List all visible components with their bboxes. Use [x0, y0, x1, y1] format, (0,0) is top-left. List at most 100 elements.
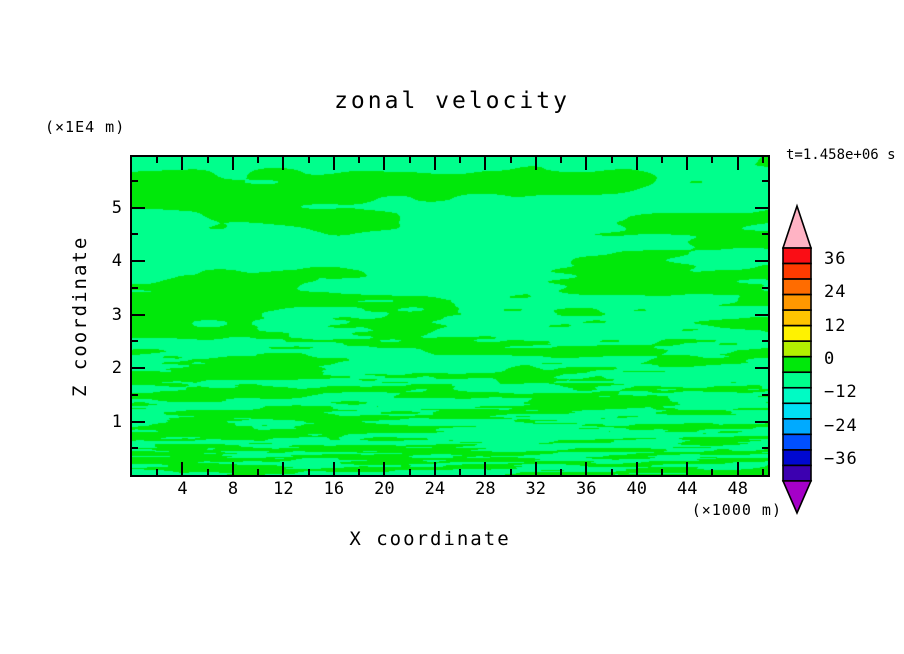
- x-minor-tick: [661, 469, 663, 475]
- y-major-tick: [132, 206, 145, 209]
- time-annotation: t=1.458e+06 s: [786, 147, 896, 163]
- y-tick-label: 4: [111, 251, 122, 272]
- x-minor-tick: [156, 469, 159, 475]
- y-major-tick-right: [755, 313, 768, 316]
- y-major-tick-right: [755, 420, 768, 423]
- x-axis-title: X coordinate: [349, 528, 511, 550]
- x-tick-label: 20: [374, 479, 395, 499]
- x-major-tick: [534, 462, 537, 475]
- colorbar: [781, 203, 813, 516]
- y-minor-tick-right: [762, 233, 768, 236]
- x-minor-tick: [459, 469, 462, 475]
- x-minor-tick-top: [358, 157, 361, 163]
- x-major-tick-top: [383, 157, 386, 170]
- x-tick-label: 24: [424, 479, 446, 499]
- x-major-tick: [585, 462, 588, 475]
- y-minor-tick: [132, 180, 138, 183]
- x-minor-tick-top: [509, 157, 512, 163]
- x-tick-label: 36: [576, 479, 597, 499]
- x-minor-tick-top: [661, 157, 663, 163]
- colorbar-block: [782, 324, 812, 342]
- y-tick-label: 3: [111, 304, 122, 325]
- x-minor-tick: [257, 469, 260, 475]
- y-minor-tick: [132, 340, 138, 343]
- x-minor-tick-top: [257, 157, 260, 163]
- y-minor-tick: [132, 393, 138, 396]
- x-minor-tick: [358, 469, 361, 475]
- colorbar-block: [782, 418, 812, 436]
- chart-title: zonal velocity: [334, 88, 570, 114]
- x-major-tick-top: [231, 157, 234, 170]
- x-minor-tick-top: [156, 157, 159, 163]
- y-axis-unit-label: (×1E4 m): [45, 118, 126, 136]
- y-tick-label: 5: [111, 197, 122, 218]
- colorbar-tick-label: 0: [824, 348, 836, 369]
- colorbar-tick-label: −24: [824, 415, 858, 436]
- x-minor-tick: [711, 469, 714, 475]
- x-minor-tick-top: [610, 157, 613, 163]
- x-major-tick-top: [534, 157, 537, 170]
- colorbar-block: [782, 402, 812, 420]
- y-minor-tick: [132, 286, 138, 289]
- x-major-tick-top: [433, 157, 436, 170]
- x-tick-label: 40: [626, 479, 647, 499]
- x-minor-tick-top: [206, 157, 209, 163]
- colorbar-block: [782, 293, 812, 311]
- colorbar-block: [782, 340, 812, 358]
- colorbar-block: [782, 449, 812, 467]
- colorbar-block: [782, 433, 812, 451]
- colorbar-top-arrow: [781, 203, 813, 249]
- x-major-tick-top: [736, 157, 739, 170]
- x-tick-label: 8: [227, 479, 239, 499]
- x-major-tick: [736, 462, 739, 475]
- x-major-tick: [383, 462, 386, 475]
- y-major-tick-right: [755, 367, 768, 370]
- x-minor-tick: [761, 469, 764, 475]
- colorbar-block: [782, 309, 812, 327]
- y-minor-tick-right: [762, 180, 768, 183]
- y-minor-tick-right: [762, 340, 768, 343]
- x-tick-label: 48: [727, 479, 748, 499]
- colorbar-tick-label: 36: [824, 249, 847, 269]
- x-major-tick-top: [282, 157, 285, 170]
- colorbar-block: [782, 262, 812, 280]
- y-major-tick: [132, 260, 145, 263]
- x-minor-tick: [206, 469, 209, 475]
- x-tick-label: 4: [177, 479, 188, 499]
- x-minor-tick: [560, 469, 563, 475]
- x-axis-unit-label: (×1000 m): [691, 501, 782, 519]
- x-tick-label: 28: [475, 479, 496, 499]
- x-minor-tick-top: [408, 157, 411, 163]
- x-major-tick: [282, 462, 285, 475]
- x-major-tick: [332, 462, 335, 475]
- x-major-tick: [686, 462, 689, 475]
- colorbar-tick-label: 12: [824, 315, 847, 336]
- y-major-tick: [132, 313, 145, 316]
- colorbar-block: [782, 247, 812, 265]
- y-major-tick-right: [755, 260, 768, 263]
- x-major-tick: [433, 462, 436, 475]
- x-minor-tick: [509, 469, 512, 475]
- x-major-tick: [231, 462, 234, 475]
- y-major-tick: [132, 367, 145, 370]
- x-major-tick: [635, 462, 638, 475]
- colorbar-block: [782, 371, 812, 389]
- y-major-tick-right: [755, 206, 768, 209]
- x-minor-tick: [307, 469, 310, 475]
- y-tick-label: 1: [111, 411, 122, 432]
- colorbar-block: [782, 464, 812, 482]
- y-minor-tick: [132, 233, 138, 236]
- x-major-tick-top: [635, 157, 638, 170]
- y-minor-tick-right: [762, 393, 768, 396]
- x-minor-tick-top: [711, 157, 714, 163]
- x-major-tick-top: [585, 157, 588, 170]
- colorbar-tick-label: −12: [824, 382, 858, 403]
- x-major-tick: [181, 462, 184, 475]
- x-minor-tick: [610, 469, 613, 475]
- colorbar-tick-label: −36: [824, 448, 858, 469]
- colorbar-block: [782, 278, 812, 296]
- colorbar-tick-label: 24: [824, 282, 847, 303]
- y-minor-tick: [132, 447, 138, 450]
- x-tick-label: 16: [323, 479, 345, 499]
